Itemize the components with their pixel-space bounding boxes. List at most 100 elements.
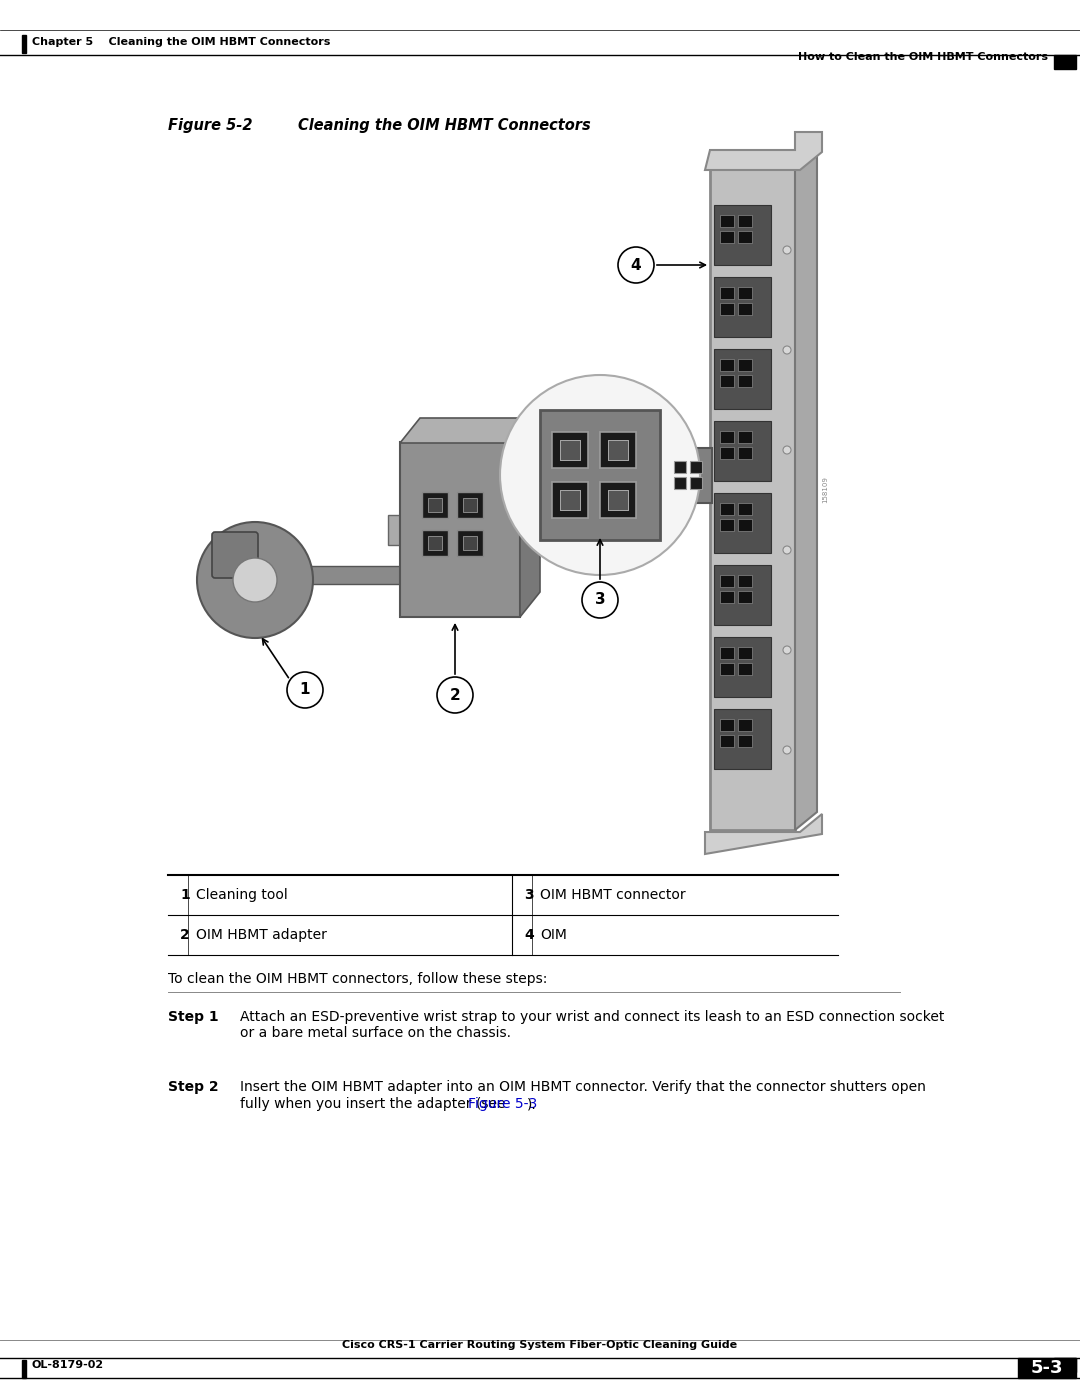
Bar [720,447,734,460]
Bar [669,448,712,503]
Text: 2: 2 [180,928,190,942]
Bar [720,591,734,604]
Bar [608,490,627,510]
Text: Step 2: Step 2 [168,1080,218,1094]
Bar [738,503,752,515]
Bar [552,482,588,518]
Bar [674,461,686,474]
Bar [720,664,734,675]
Bar [720,303,734,314]
Bar [519,515,532,545]
Text: 158109: 158109 [822,476,828,503]
Polygon shape [400,418,540,443]
Circle shape [287,672,323,708]
Bar [738,664,752,675]
Bar [720,231,734,243]
Bar [608,440,627,460]
Bar [720,432,734,443]
Bar [738,374,752,387]
Polygon shape [705,814,822,854]
Bar [600,482,636,518]
Text: fully when you insert the adapter (see: fully when you insert the adapter (see [240,1097,510,1111]
Bar [428,536,442,550]
Text: Attach an ESD-preventive wrist strap to your wrist and connect its leash to an E: Attach an ESD-preventive wrist strap to … [240,1010,944,1041]
Bar [738,359,752,372]
Bar [714,205,771,265]
Bar [738,591,752,604]
Bar [457,529,483,556]
Polygon shape [519,418,540,617]
Bar [738,735,752,747]
Bar [738,520,752,531]
Bar [738,303,752,314]
Text: ).: ). [527,1097,537,1111]
Bar [255,566,410,584]
Bar [561,440,580,460]
Bar [720,503,734,515]
Bar [738,647,752,659]
Text: 4: 4 [524,928,534,942]
Bar [720,520,734,531]
Bar [463,497,477,511]
Bar [738,215,752,226]
Circle shape [500,374,700,576]
Bar [738,719,752,731]
Text: 5-3: 5-3 [1030,1359,1063,1377]
Bar [1054,54,1076,68]
Text: Insert the OIM HBMT adapter into an OIM HBMT connector. Verify that the connecto: Insert the OIM HBMT adapter into an OIM … [240,1080,926,1094]
Bar [720,359,734,372]
Bar [738,576,752,587]
Text: Figure 5-2: Figure 5-2 [168,117,253,133]
Text: Cleaning the OIM HBMT Connectors: Cleaning the OIM HBMT Connectors [298,117,591,133]
Text: 2: 2 [449,687,460,703]
Bar [22,1361,26,1377]
FancyBboxPatch shape [212,532,258,578]
Text: 1: 1 [300,683,310,697]
Circle shape [783,645,791,654]
Bar [720,286,734,299]
Text: OIM HBMT connector: OIM HBMT connector [540,888,686,902]
Circle shape [783,346,791,353]
Circle shape [233,557,276,602]
Text: How to Clean the OIM HBMT Connectors: How to Clean the OIM HBMT Connectors [798,52,1048,61]
Bar [552,432,588,468]
Text: Chapter 5    Cleaning the OIM HBMT Connectors: Chapter 5 Cleaning the OIM HBMT Connecto… [32,36,330,47]
Bar [422,529,448,556]
Bar [720,647,734,659]
Text: Cisco CRS-1 Carrier Routing System Fiber-Optic Cleaning Guide: Cisco CRS-1 Carrier Routing System Fiber… [342,1340,738,1350]
Bar [428,497,442,511]
Bar [552,482,588,518]
Polygon shape [795,131,816,830]
Bar [600,432,636,468]
Text: 3: 3 [595,592,605,608]
Circle shape [582,583,618,617]
Bar [561,490,580,510]
Bar [600,482,636,518]
Bar [608,490,627,510]
Bar [400,441,519,617]
Bar [714,349,771,409]
Bar [674,476,686,489]
Bar [600,432,636,468]
Bar [714,277,771,337]
Text: OIM HBMT adapter: OIM HBMT adapter [195,928,327,942]
Bar [710,149,795,830]
Bar [720,374,734,387]
Bar [714,637,771,697]
FancyBboxPatch shape [403,562,437,591]
Bar [22,35,26,53]
Circle shape [783,546,791,555]
Bar [720,576,734,587]
Circle shape [197,522,313,638]
Bar [457,492,483,518]
Bar [608,440,627,460]
Text: To clean the OIM HBMT connectors, follow these steps:: To clean the OIM HBMT connectors, follow… [168,972,548,986]
Bar [1054,1358,1076,1372]
Text: 1: 1 [180,888,190,902]
Text: OL-8179-02: OL-8179-02 [32,1361,104,1370]
Bar [738,231,752,243]
Circle shape [437,678,473,712]
Bar [561,490,580,510]
Bar [720,735,734,747]
Bar [463,536,477,550]
